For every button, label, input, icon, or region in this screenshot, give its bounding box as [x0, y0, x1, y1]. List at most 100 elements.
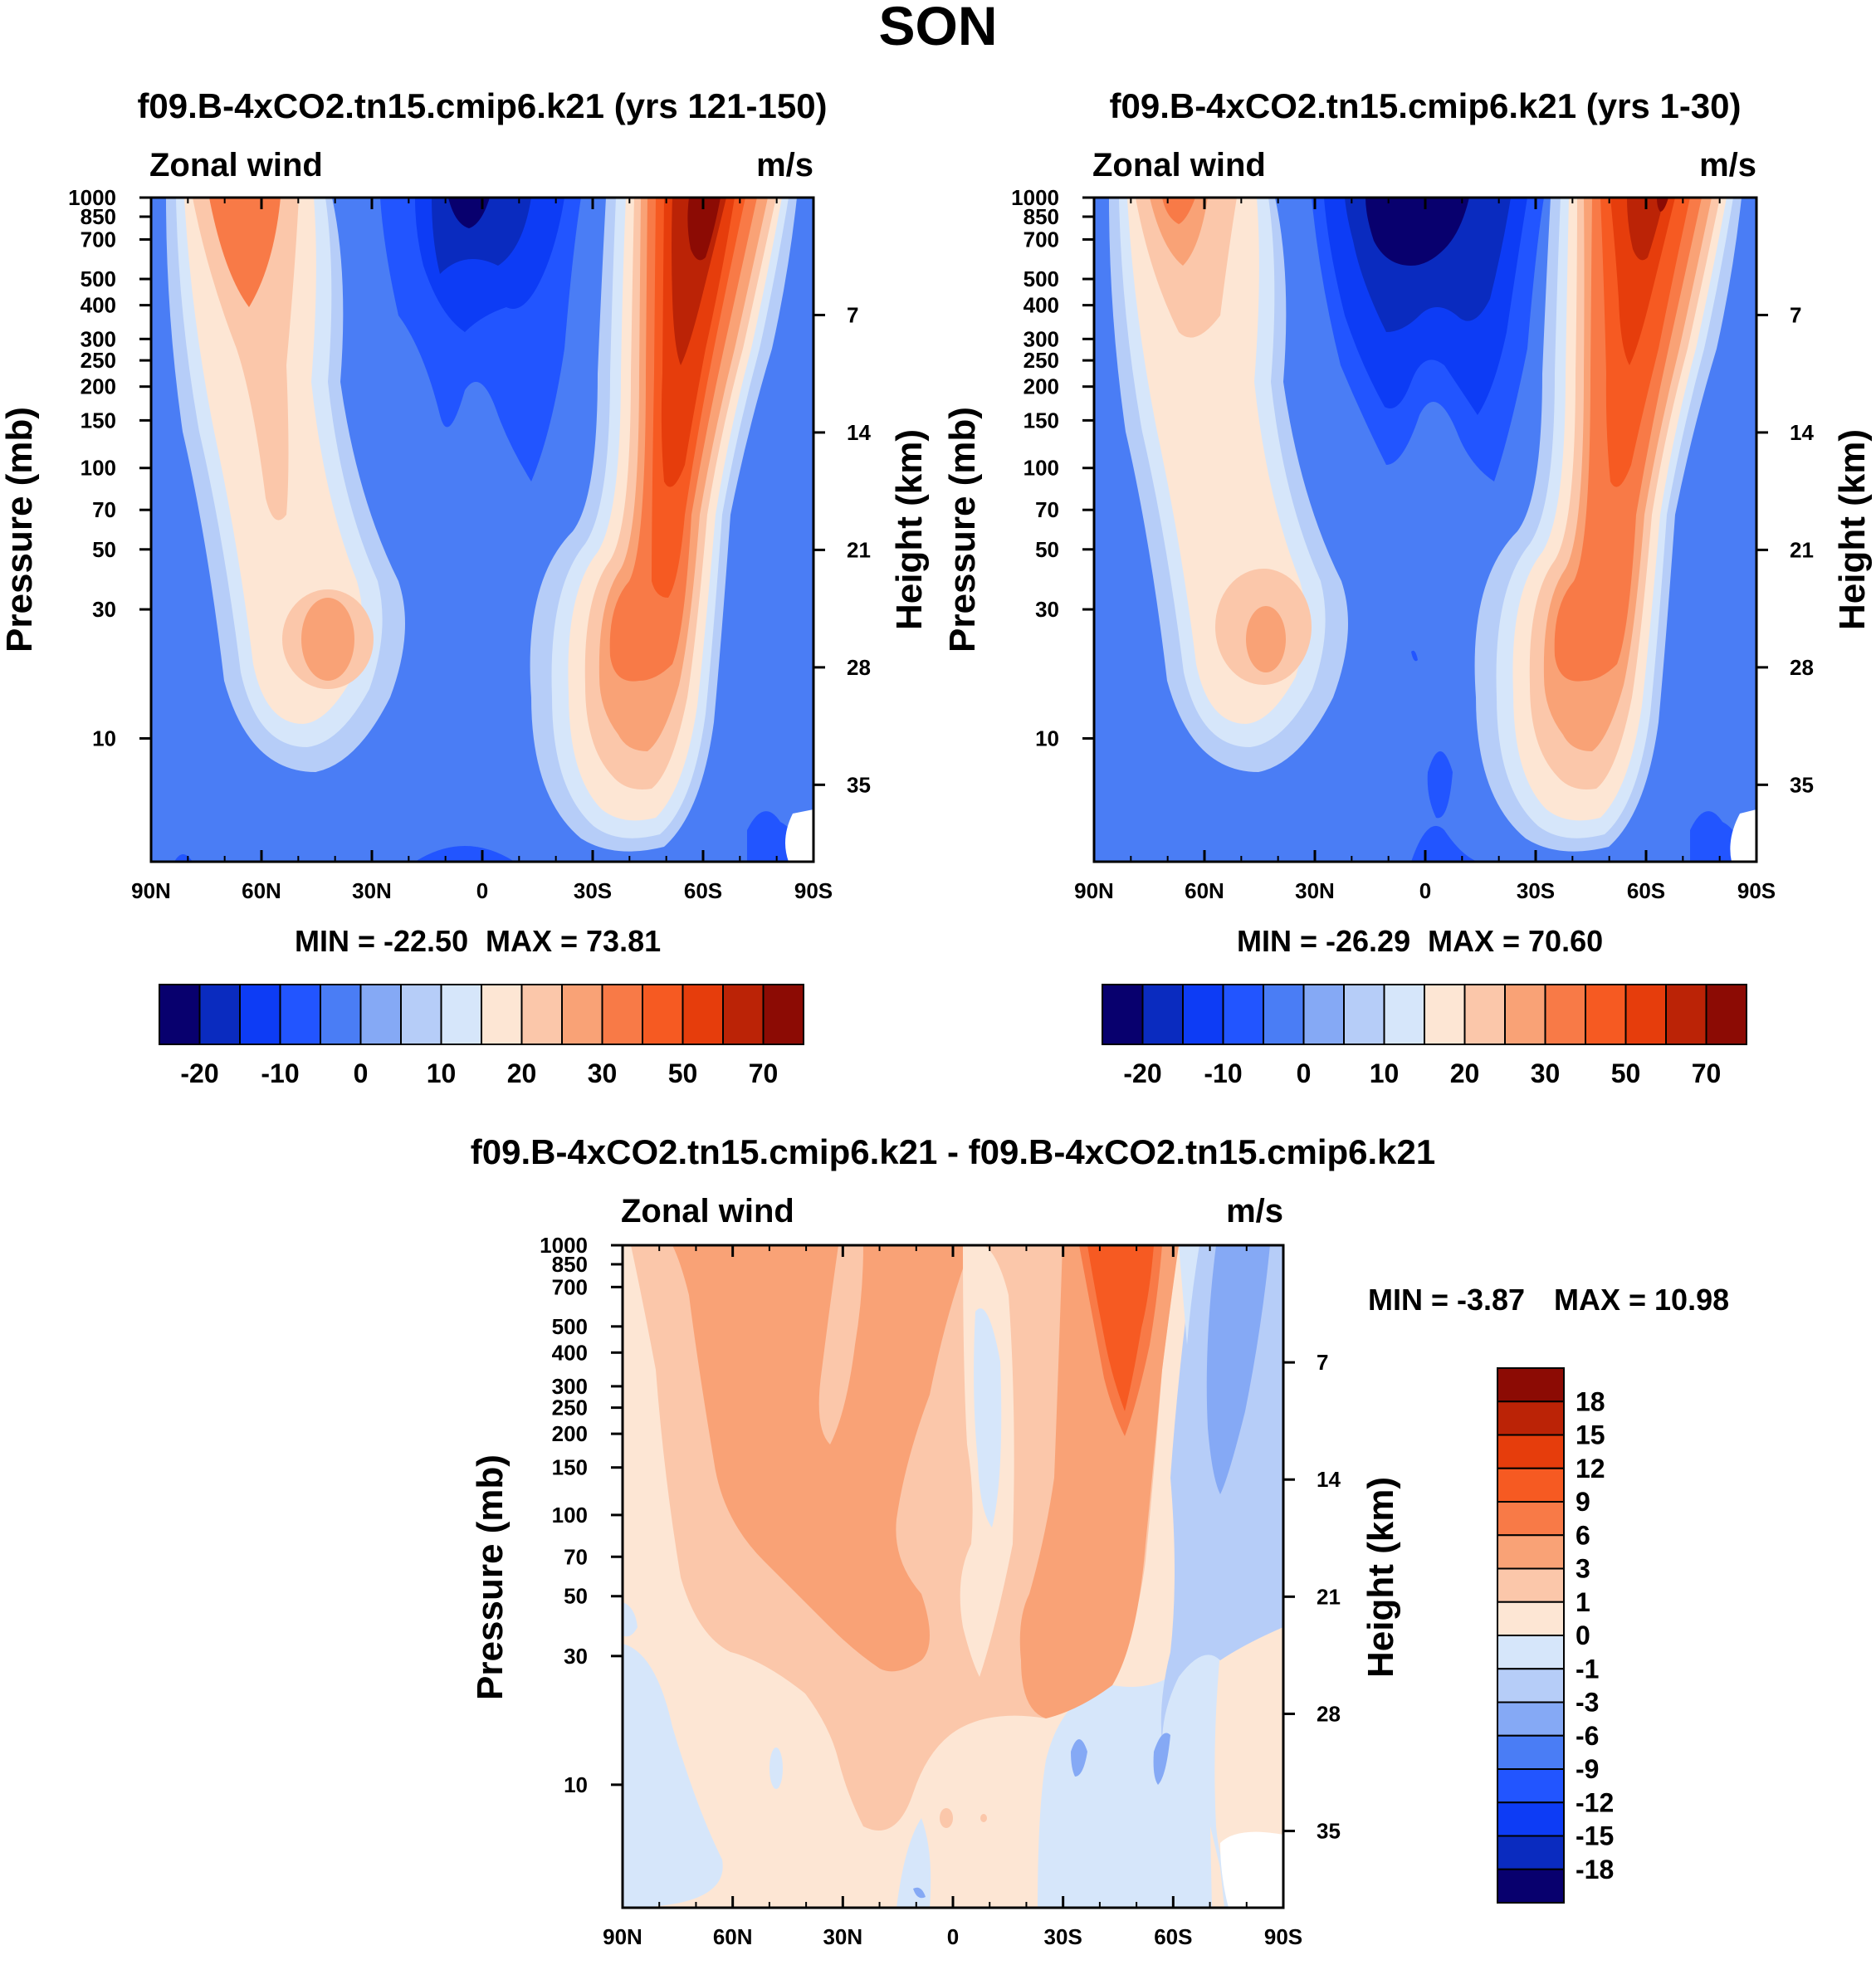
- colorbar-box: [1463, 984, 1506, 1045]
- panel-b-title: f09.B-4xCO2.tn15.cmip6.k21 (yrs 1-30): [1109, 86, 1741, 125]
- y-tick-label: 100: [81, 456, 116, 481]
- colorbar-box: [1497, 1734, 1565, 1770]
- y-tick-label: 70: [564, 1544, 588, 1569]
- colorbar-label: -18: [1576, 1855, 1614, 1884]
- y-right-tick-label: 35: [1317, 1819, 1341, 1844]
- y-tick-label: 850: [81, 204, 116, 229]
- colorbar-label: -9: [1576, 1754, 1599, 1784]
- colorbar-label: 70: [749, 1058, 779, 1088]
- colorbar-box: [481, 984, 523, 1045]
- colorbar-box: [1263, 984, 1305, 1045]
- colorbar-box: [1343, 984, 1385, 1045]
- panel-a-min-label: MIN = -22.50: [295, 924, 468, 958]
- colorbar-label: -1: [1576, 1654, 1599, 1684]
- y-tick-label: 300: [81, 326, 116, 351]
- colorbar-box: [722, 984, 765, 1045]
- panel-c-y-right-label: Height (km): [1361, 1477, 1401, 1678]
- colorbar-label: 18: [1576, 1386, 1605, 1416]
- panel-a: 90N 60N 30N 0 30S 60S 90S103050701001502002503…: [0, 86, 930, 1088]
- y-tick-label: 850: [1023, 204, 1059, 229]
- x-tick-label: 90S: [1737, 878, 1776, 903]
- y-tick-label: 150: [81, 408, 116, 433]
- y-tick-label: 10: [92, 726, 116, 750]
- panel-a-contours: [151, 198, 813, 862]
- panel-c-y-label: Pressure (mb): [470, 1454, 511, 1700]
- colorbar-label: 3: [1576, 1554, 1590, 1584]
- y-right-tick-label: 21: [1317, 1584, 1341, 1609]
- colorbar-box: [1141, 984, 1184, 1045]
- colorbar-box: [159, 984, 201, 1045]
- colorbar-label: -10: [1204, 1058, 1242, 1088]
- panel-a-title: f09.B-4xCO2.tn15.cmip6.k21 (yrs 121-150): [137, 86, 827, 125]
- colorbar-box: [1497, 1567, 1565, 1603]
- panel-c-contours: [623, 1245, 1283, 1908]
- colorbar-box: [1222, 984, 1264, 1045]
- colorbar-box: [1383, 984, 1425, 1045]
- y-tick-label: 200: [81, 374, 116, 399]
- y-tick-label: 700: [1023, 227, 1059, 252]
- panel-c-axes: 90N 60N 30N 0 30S 60S 90S103050701001502002503…: [540, 1233, 1341, 1949]
- y-right-tick-label: 35: [1790, 772, 1814, 797]
- x-tick-label: 30S: [1044, 1924, 1082, 1949]
- figure-title: SON: [878, 0, 997, 56]
- x-tick-label: 30N: [823, 1924, 862, 1949]
- colorbar-box: [359, 984, 402, 1045]
- colorbar-label: 30: [588, 1058, 618, 1088]
- colorbar-box: [1424, 984, 1466, 1045]
- x-tick-label: 30S: [1517, 878, 1555, 903]
- colorbar-box: [1624, 984, 1667, 1045]
- colorbar-box: [1497, 1534, 1565, 1570]
- y-tick-label: 400: [552, 1340, 588, 1365]
- colorbar-box: [1497, 1601, 1565, 1636]
- panel-c-title: f09.B-4xCO2.tn15.cmip6.k21 - f09.B-4xCO2…: [471, 1132, 1436, 1171]
- y-tick-label: 10: [1035, 726, 1059, 750]
- colorbar-label: 20: [507, 1058, 537, 1088]
- colorbar-label: 9: [1576, 1487, 1590, 1517]
- colorbar-box: [1665, 984, 1707, 1045]
- panel-a-variable-label: Zonal wind: [149, 147, 323, 183]
- panel-b-min-label: MIN = -26.29: [1237, 924, 1410, 958]
- x-tick-label: 60N: [1185, 878, 1224, 903]
- x-tick-label: 90N: [1074, 878, 1114, 903]
- panel-c-units-label: m/s: [1226, 1193, 1283, 1229]
- colorbar-box: [762, 984, 804, 1045]
- colorbar-box: [1497, 1835, 1565, 1870]
- colorbar-box: [1497, 1434, 1565, 1469]
- colorbar-label: -12: [1576, 1787, 1614, 1817]
- y-right-tick-label: 14: [1790, 420, 1814, 445]
- colorbar-label: 20: [1450, 1058, 1480, 1088]
- y-tick-label: 70: [92, 497, 116, 522]
- colorbar-label: 70: [1692, 1058, 1722, 1088]
- x-tick-label: 60S: [1627, 878, 1665, 903]
- panel-b-variable-label: Zonal wind: [1092, 147, 1266, 183]
- colorbar-label: 15: [1576, 1420, 1605, 1450]
- y-tick-label: 200: [1023, 374, 1059, 399]
- x-tick-label: 0: [476, 878, 488, 903]
- y-tick-label: 400: [1023, 293, 1059, 318]
- colorbar-box: [1705, 984, 1747, 1045]
- colorbar-label: 0: [354, 1058, 369, 1088]
- y-right-tick-label: 7: [1790, 302, 1801, 327]
- y-right-tick-label: 21: [1790, 537, 1814, 562]
- y-tick-label: 200: [552, 1421, 588, 1446]
- colorbar-label: 6: [1576, 1520, 1590, 1550]
- x-tick-label: 60S: [684, 878, 722, 903]
- y-tick-label: 1000: [540, 1233, 588, 1258]
- panel-b-axes: 90N 60N 30N 0 30S 60S 90S103050701001502002503…: [1011, 185, 1814, 903]
- colorbar-box: [1497, 1367, 1565, 1403]
- panel-b-units-label: m/s: [1699, 147, 1756, 183]
- panel-a-colorbar: -20 -10 0 10 20 30 50 70: [159, 984, 804, 1088]
- colorbar-box: [239, 984, 281, 1045]
- y-tick-label: 400: [81, 293, 116, 318]
- y-tick-label: 100: [552, 1503, 588, 1528]
- colorbar-box: [1497, 1668, 1565, 1703]
- panel-a-units-label: m/s: [756, 147, 813, 183]
- colorbar-box: [1182, 984, 1224, 1045]
- y-tick-label: 10: [564, 1772, 588, 1797]
- x-tick-label: 60S: [1154, 1924, 1192, 1949]
- x-tick-label: 60N: [242, 878, 281, 903]
- y-tick-label: 50: [564, 1584, 588, 1609]
- y-right-tick-label: 7: [1317, 1350, 1328, 1375]
- y-tick-label: 250: [81, 348, 116, 373]
